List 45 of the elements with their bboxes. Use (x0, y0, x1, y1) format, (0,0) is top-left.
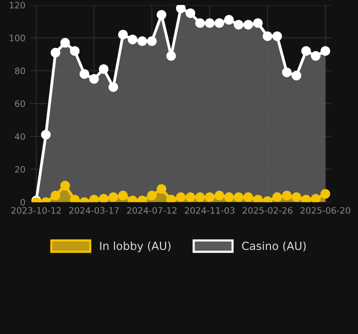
point (50, 48, 60, 58)
point (272, 31, 282, 42)
point (234, 20, 244, 30)
point (320, 46, 330, 56)
point (70, 46, 80, 56)
point (253, 18, 263, 28)
point (98, 64, 109, 74)
point (166, 51, 176, 61)
x-tick-label: 2024-03-17 (69, 207, 119, 214)
point (195, 18, 205, 28)
point (310, 51, 321, 61)
x-tick-label: 2025-06-20 (300, 207, 350, 214)
y-tick-label: 20 (15, 166, 25, 173)
point (262, 31, 272, 42)
y-tick-label: 100 (10, 34, 25, 42)
point (176, 5, 186, 14)
point (147, 36, 157, 46)
x-tick-label: 2024-11-03 (184, 207, 234, 214)
point (292, 70, 302, 80)
point (40, 130, 51, 140)
x-tick-label: 2025-02-26 (242, 207, 292, 214)
point (89, 74, 99, 84)
y-tick-label: 60 (15, 100, 25, 107)
legend-label: In lobby (AU) (100, 241, 170, 252)
point (60, 38, 70, 48)
point (301, 46, 311, 56)
y-tick-label: 40 (14, 133, 25, 140)
y-tick-label: 120 (10, 2, 25, 8)
y-tick-label: 80 (15, 68, 25, 74)
point (118, 30, 128, 40)
point (156, 10, 166, 20)
point (224, 14, 234, 25)
x-tick-label: 2024-07-12 (127, 207, 176, 214)
y-tick-label: 0 (20, 198, 25, 206)
point (80, 69, 90, 79)
point (214, 18, 224, 28)
point (204, 18, 215, 28)
point (243, 20, 254, 30)
point (108, 82, 118, 92)
point (137, 36, 148, 46)
point (128, 34, 138, 44)
point (282, 67, 292, 78)
x-tick-label: 2023-10-12 (11, 207, 61, 214)
point (186, 8, 196, 18)
legend-label: Casino (AU) (242, 241, 306, 252)
